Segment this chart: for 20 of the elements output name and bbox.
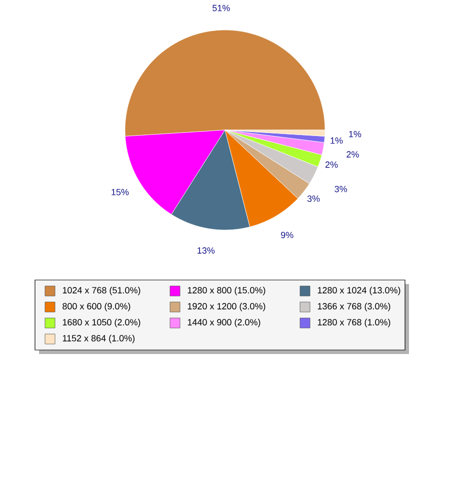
legend-label: 1280 x 1024 (13.0%) xyxy=(318,286,400,296)
data-label: 9% xyxy=(281,232,294,238)
legend-label: 800 x 600 (9.0%) xyxy=(62,302,130,312)
data-label: 2% xyxy=(325,161,338,168)
legend-label: 1366 x 768 (3.0%) xyxy=(318,302,390,312)
data-label: 51% xyxy=(212,4,230,12)
legend-label: 1920 x 1200 (3.0%) xyxy=(188,302,266,312)
data-label: 1% xyxy=(330,137,343,144)
legend-label: 1152 x 864 (1.0%) xyxy=(62,334,135,344)
legend-label: 1440 x 900 (2.0%) xyxy=(188,318,260,328)
legend-label: 1680 x 1050 (2.0%) xyxy=(62,318,140,328)
legend-label: 1280 x 768 (1.0%) xyxy=(318,318,390,328)
data-label: 15% xyxy=(112,188,129,196)
data-label: 13% xyxy=(198,247,215,254)
legend-label: 1024 x 768 (51.0%) xyxy=(62,286,140,296)
data-label: 1% xyxy=(349,130,362,138)
data-label: 2% xyxy=(346,151,359,158)
legend-label: 1280 x 800 (15.0%) xyxy=(188,286,266,296)
data-label: 3% xyxy=(307,195,320,202)
data-label: 3% xyxy=(334,186,348,192)
